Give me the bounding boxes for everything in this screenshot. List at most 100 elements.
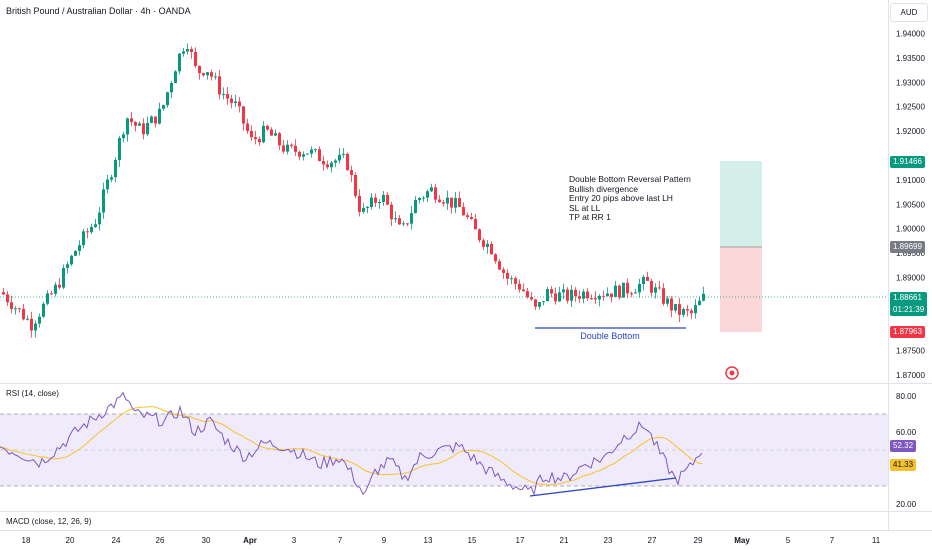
rsi-tick-label: 60.00 bbox=[896, 428, 917, 437]
candle bbox=[122, 131, 125, 143]
candle bbox=[482, 238, 485, 251]
time-axis: 18 20 24 26 30 Apr 3 7 9 13 15 17 21 23 27 29 May 5 7 11 bbox=[22, 536, 881, 545]
candle bbox=[114, 157, 117, 183]
candle bbox=[390, 201, 393, 227]
time-tick-label: 7 bbox=[338, 536, 343, 545]
price-tick-label: 1.93500 bbox=[896, 54, 925, 63]
time-tick-label: 11 bbox=[872, 536, 881, 545]
candle bbox=[642, 274, 645, 291]
candle bbox=[538, 301, 541, 310]
macd-title[interactable]: MACD (close, 12, 26, 9) bbox=[6, 517, 92, 526]
current-price-value: 1.88661 bbox=[893, 293, 922, 302]
candle bbox=[10, 295, 13, 314]
candle bbox=[674, 304, 677, 313]
candle bbox=[570, 284, 573, 308]
candle bbox=[338, 147, 341, 164]
candle bbox=[566, 287, 569, 304]
rsi-ma-line bbox=[0, 406, 703, 486]
candle bbox=[454, 191, 457, 214]
candle bbox=[62, 264, 65, 290]
candle bbox=[622, 282, 625, 298]
take-profit-price-tag: 1.91466 bbox=[890, 156, 925, 168]
candle bbox=[254, 130, 257, 145]
candle bbox=[166, 91, 169, 108]
candle bbox=[282, 140, 285, 154]
time-tick-label: 30 bbox=[202, 536, 211, 545]
economic-event-icon[interactable] bbox=[725, 366, 739, 380]
candle bbox=[582, 289, 585, 304]
price-tick-label: 1.90000 bbox=[896, 225, 925, 234]
candle bbox=[102, 182, 105, 219]
annotation-line: Double Bottom Reversal Pattern bbox=[569, 174, 691, 184]
rsi-ma-value-tag: 41.33 bbox=[890, 459, 917, 471]
candle bbox=[530, 292, 533, 301]
candle bbox=[150, 115, 153, 124]
candle bbox=[170, 80, 173, 99]
candle bbox=[146, 116, 149, 136]
candle bbox=[290, 143, 293, 149]
candle bbox=[534, 298, 537, 311]
price-tick-label: 1.92000 bbox=[896, 127, 925, 136]
annotation-line: Bullish divergence bbox=[569, 183, 638, 194]
entry-price-tag: 1.89699 bbox=[890, 241, 925, 253]
candle bbox=[602, 290, 605, 301]
time-tick-label: 17 bbox=[516, 536, 525, 545]
candlestick-series bbox=[2, 43, 705, 338]
candle bbox=[502, 267, 505, 279]
candle bbox=[246, 118, 249, 134]
time-tick-label: 7 bbox=[830, 536, 835, 545]
candle bbox=[154, 116, 157, 128]
candle bbox=[466, 212, 469, 220]
currency-button[interactable]: AUD bbox=[890, 3, 928, 22]
trade-annotation[interactable]: Double Bottom Reversal Pattern Bullish d… bbox=[569, 174, 691, 223]
candle bbox=[226, 86, 229, 106]
candle bbox=[586, 288, 589, 301]
candle bbox=[106, 174, 109, 194]
candle bbox=[614, 280, 617, 297]
stop-loss-price-tag: 1.87963 bbox=[890, 326, 925, 338]
candle bbox=[302, 151, 305, 161]
stop-loss-zone bbox=[720, 247, 762, 332]
candle bbox=[638, 278, 641, 298]
candle bbox=[438, 195, 441, 203]
candle bbox=[2, 288, 5, 296]
candle bbox=[658, 280, 661, 290]
candle bbox=[6, 291, 9, 306]
candle bbox=[26, 315, 29, 321]
rsi-axis: 80.00 60.00 20.00 bbox=[896, 392, 917, 509]
double-bottom-label: Double Bottom bbox=[580, 331, 640, 341]
take-profit-zone bbox=[720, 161, 762, 247]
annotation-line: Entry 20 pips above last LH bbox=[569, 193, 673, 203]
rsi-line bbox=[0, 391, 703, 497]
candle bbox=[234, 94, 237, 108]
candle bbox=[690, 308, 693, 320]
price-axis: 1.94000 1.93500 1.93000 1.92500 1.92000 1.910… bbox=[896, 30, 925, 381]
candle bbox=[110, 174, 113, 183]
candle bbox=[190, 46, 193, 59]
rsi-title[interactable]: RSI (14, close) bbox=[6, 389, 59, 398]
candle bbox=[206, 71, 209, 80]
price-tick-label: 1.94000 bbox=[896, 30, 925, 39]
candle bbox=[22, 303, 25, 321]
candle bbox=[158, 102, 161, 125]
candle bbox=[78, 240, 81, 256]
bullish-divergence-line bbox=[529, 477, 677, 497]
candle bbox=[326, 160, 329, 170]
candle bbox=[250, 125, 253, 141]
price-tick-label: 1.90500 bbox=[896, 200, 925, 209]
countdown-timer: 01:21:39 bbox=[893, 305, 925, 314]
candle bbox=[702, 286, 705, 302]
candle bbox=[526, 288, 529, 299]
candle bbox=[378, 199, 381, 209]
price-tick-label: 1.89500 bbox=[896, 249, 925, 258]
candle bbox=[186, 43, 189, 55]
candle bbox=[626, 278, 629, 298]
candle bbox=[126, 117, 129, 142]
rsi-tick-label: 20.00 bbox=[896, 500, 917, 509]
candle bbox=[510, 275, 513, 285]
candle bbox=[30, 311, 33, 338]
rsi-value-tag: 52.32 bbox=[890, 440, 917, 452]
candle bbox=[294, 139, 297, 157]
candle bbox=[58, 277, 61, 290]
